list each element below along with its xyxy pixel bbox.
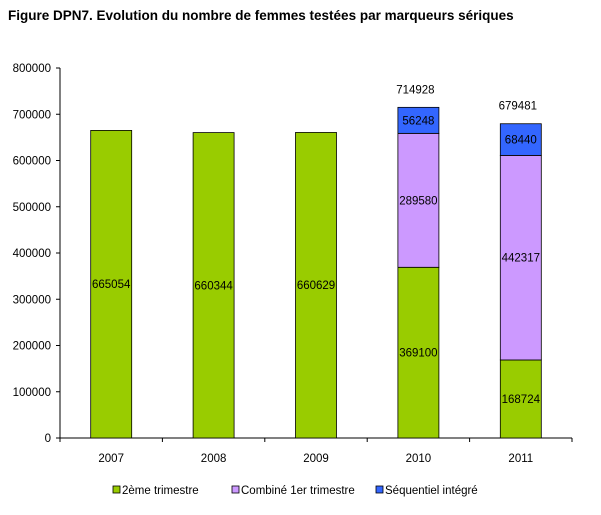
y-tick-label: 100000 [13,387,51,399]
bar-segment [499,359,542,439]
legend-swatch [112,485,121,494]
data-label: 369100 [399,348,437,360]
y-tick-label: 300000 [13,294,51,306]
data-label: 665054 [92,279,131,291]
legend-label: Combiné 1er trimestre [241,485,355,497]
y-tick-label: 500000 [13,202,51,214]
x-tick-label: 2009 [303,453,329,465]
bar-segment [499,154,542,361]
x-tick-label: 2007 [98,453,124,465]
bar-segment [397,106,440,134]
y-tick-label: 800000 [13,63,51,75]
chart-title: Figure DPN7. Evolution du nombre de femm… [8,8,514,23]
bar-segment [90,130,133,439]
bar-segment [295,132,337,439]
y-tick-label: 0 [45,433,51,445]
legend-label: 2ème trimestre [122,485,199,497]
legend-label: Séquentiel intégré [385,485,478,497]
bar-segment [397,266,440,439]
y-tick-label: 600000 [13,156,51,168]
x-tick-label: 2010 [406,453,432,465]
y-tick-label: 700000 [13,109,51,121]
bar-segment [192,132,235,439]
data-label: 442317 [502,253,540,265]
legend-swatch [375,485,384,494]
data-label: 56248 [402,115,434,127]
data-label: 289580 [399,195,437,207]
data-label: 660629 [297,280,335,292]
total-label: 714928 [396,84,434,96]
total-label: 679481 [499,101,537,113]
legend-swatch [231,485,240,494]
data-label: 660344 [194,280,233,292]
data-label: 68440 [505,135,537,147]
data-label: 168724 [502,394,541,406]
x-tick-label: 2011 [508,453,533,465]
bar-segment [499,123,542,156]
x-tick-label: 2008 [201,453,227,465]
bar-segment [397,132,440,268]
y-tick-label: 200000 [13,341,51,353]
y-tick-label: 400000 [13,248,51,260]
